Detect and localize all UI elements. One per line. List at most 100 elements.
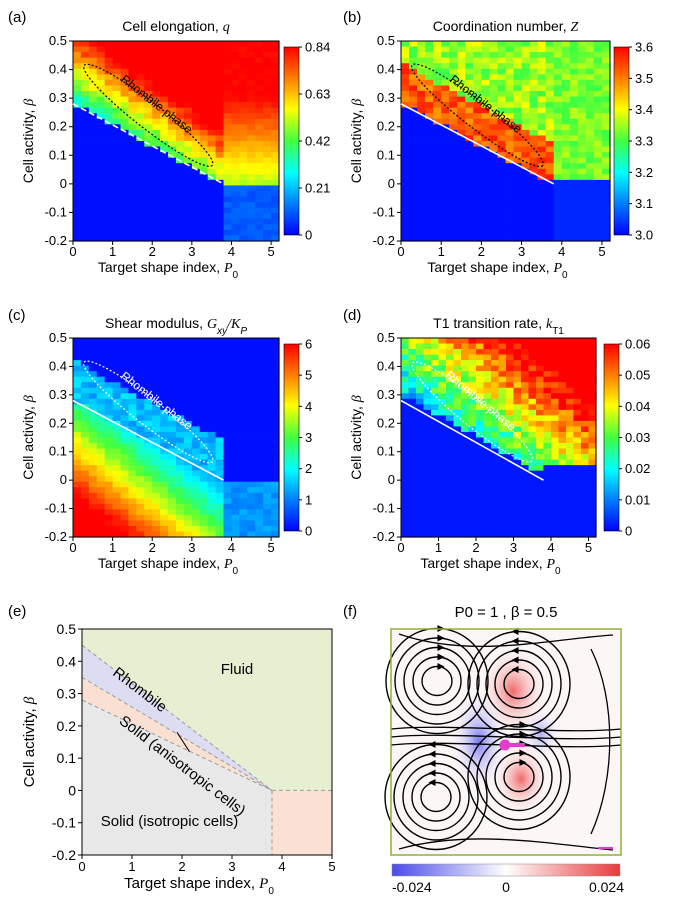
heatmap-cell bbox=[566, 376, 575, 383]
heatmap-cell bbox=[409, 129, 418, 137]
heatmap-cell bbox=[431, 498, 440, 505]
y-axis-label: Cell activity, β bbox=[348, 99, 365, 184]
heatmap-cell bbox=[160, 354, 169, 361]
heatmap-cell bbox=[566, 354, 575, 361]
heatmap-cell bbox=[457, 68, 466, 75]
heatmap-cell bbox=[513, 135, 523, 142]
heatmap-cell bbox=[483, 498, 492, 505]
heatmap-cell bbox=[239, 387, 248, 394]
heatmap-cell bbox=[536, 420, 545, 428]
heatmap-cell bbox=[561, 141, 571, 148]
heatmap-cell bbox=[537, 107, 547, 114]
heatmap-cell bbox=[446, 343, 455, 350]
heatmap-cell bbox=[88, 235, 98, 242]
heatmap-cell bbox=[263, 343, 272, 350]
heatmap-cell bbox=[112, 470, 122, 477]
heatmap-cell bbox=[152, 376, 161, 383]
heatmap-cell bbox=[521, 420, 530, 428]
heatmap-cell bbox=[255, 46, 264, 53]
heatmap-cell bbox=[416, 454, 425, 461]
heatmap-cell bbox=[144, 96, 153, 103]
heatmap-cell bbox=[577, 124, 587, 131]
heatmap-cell bbox=[207, 365, 217, 372]
fluid-region bbox=[82, 629, 332, 791]
heatmap-cell bbox=[433, 68, 442, 75]
heatmap-cell bbox=[461, 492, 470, 499]
heatmap-cell bbox=[96, 487, 106, 494]
heatmap-cell bbox=[551, 487, 560, 494]
heatmap-cell bbox=[401, 129, 410, 137]
heatmap-cell bbox=[223, 349, 233, 356]
heatmap-cell bbox=[104, 129, 114, 137]
heatmap-cell bbox=[498, 431, 507, 439]
heatmap-cell bbox=[176, 415, 185, 422]
heatmap-cell bbox=[104, 52, 114, 59]
heatmap-cell bbox=[446, 454, 455, 461]
heatmap-cell bbox=[573, 343, 582, 350]
heatmap-cell bbox=[104, 207, 114, 214]
plot-frame bbox=[72, 337, 280, 538]
heatmap-cell bbox=[529, 79, 539, 87]
heatmap-cell bbox=[263, 146, 272, 153]
heatmap-cell bbox=[569, 146, 579, 153]
heatmap-cell bbox=[207, 531, 217, 538]
heatmap-cell bbox=[529, 224, 539, 231]
heatmap-cell bbox=[513, 52, 523, 59]
heatmap-cell bbox=[112, 146, 122, 153]
heatmap-cell bbox=[431, 431, 440, 439]
heatmap-cell bbox=[491, 431, 500, 439]
heatmap-cell bbox=[551, 520, 560, 527]
heatmap-cell bbox=[80, 57, 90, 64]
heatmap-cell bbox=[481, 46, 491, 53]
heatmap-cell bbox=[476, 459, 485, 466]
heatmap-cell bbox=[80, 470, 90, 477]
heatmap-cell bbox=[461, 409, 470, 416]
heatmap-cell bbox=[168, 124, 177, 131]
heatmap-cell bbox=[521, 509, 530, 516]
heatmap-cell bbox=[461, 343, 470, 350]
heatmap-cell bbox=[215, 113, 225, 120]
heatmap-cell bbox=[491, 365, 500, 372]
heatmap-cell bbox=[168, 85, 177, 92]
heatmap-cell bbox=[601, 74, 611, 81]
heatmap-cell bbox=[88, 124, 98, 131]
heatmap-cell bbox=[168, 63, 177, 70]
heatmap-cell bbox=[191, 470, 201, 477]
heatmap-cell bbox=[263, 525, 272, 533]
heatmap-cell bbox=[401, 91, 410, 98]
heatmap-cell bbox=[247, 224, 256, 231]
heatmap-cell bbox=[401, 196, 410, 203]
heatmap-cell bbox=[483, 531, 492, 538]
heatmap-cell bbox=[489, 57, 499, 64]
heatmap-cell bbox=[263, 426, 272, 433]
heatmap-cell bbox=[408, 509, 417, 516]
heatmap-cell bbox=[263, 454, 272, 461]
heatmap-cell bbox=[152, 487, 161, 494]
heatmap-cell bbox=[96, 168, 106, 175]
cell-marker bbox=[499, 739, 511, 751]
heatmap-cell bbox=[513, 85, 523, 92]
heatmap-cell bbox=[581, 404, 590, 411]
heatmap-cell bbox=[255, 470, 264, 477]
heatmap-cell bbox=[558, 420, 567, 428]
heatmap-cell bbox=[231, 498, 240, 505]
heatmap-cell bbox=[513, 179, 523, 187]
heatmap-cell bbox=[433, 74, 442, 81]
heatmap-cell bbox=[441, 118, 450, 125]
heatmap-cell bbox=[160, 443, 169, 450]
y-tick-label: 0.1 bbox=[377, 444, 395, 459]
heatmap-cell bbox=[521, 349, 530, 356]
heatmap-cell bbox=[152, 202, 161, 209]
heatmap-cell bbox=[263, 349, 272, 356]
heatmap-cell bbox=[120, 404, 130, 411]
heatmap-cell bbox=[215, 409, 225, 416]
heatmap-cell bbox=[215, 168, 225, 175]
heatmap-cell bbox=[543, 509, 552, 516]
heatmap-cell bbox=[457, 174, 466, 181]
heatmap-cell bbox=[199, 224, 209, 231]
heatmap-cell bbox=[497, 52, 507, 59]
heatmap-cell bbox=[588, 487, 597, 494]
heatmap-cell bbox=[401, 52, 410, 59]
heatmap-cell bbox=[577, 129, 587, 137]
heatmap-cell bbox=[409, 224, 418, 231]
